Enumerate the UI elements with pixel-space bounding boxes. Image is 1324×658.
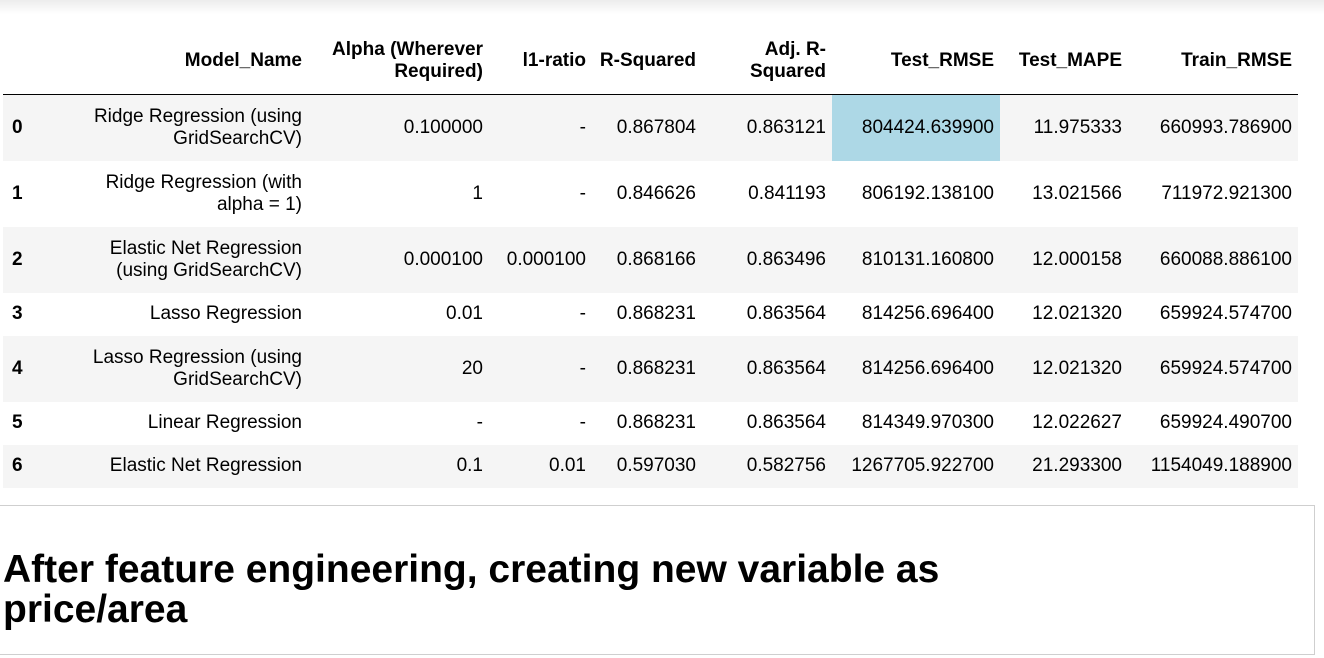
cell-l1-ratio: - bbox=[579, 116, 586, 138]
cell-train-rmse: 1154049.188900 bbox=[1150, 455, 1292, 476]
cell-test-rmse: 814349.970300 bbox=[861, 412, 994, 433]
cell-model-name: Elastic Net Regression (using GridSearch… bbox=[109, 237, 302, 281]
cell-test-mape: 21.293300 bbox=[1032, 455, 1122, 476]
header-test-rmse: Test_RMSE bbox=[832, 28, 1000, 95]
cell-r-squared: 0.846626 bbox=[616, 182, 696, 204]
cell-model-name: Linear Regression bbox=[147, 412, 302, 433]
header-test-mape: Test_MAPE bbox=[1000, 28, 1128, 95]
cell-alpha: - bbox=[476, 412, 483, 433]
cell-test-rmse: 814256.696400 bbox=[861, 357, 994, 379]
cell-train-rmse: 659924.574700 bbox=[1159, 303, 1292, 324]
cell-adj-r-squared: 0.582756 bbox=[746, 455, 826, 476]
cell-train-rmse: 659924.490700 bbox=[1159, 412, 1292, 433]
markdown-cell[interactable]: After feature engineering, creating new … bbox=[0, 505, 1315, 655]
table-row: 6 Elastic Net Regression 0.1 0.01 0.5970… bbox=[3, 444, 1298, 488]
row-index: 1 bbox=[12, 182, 23, 204]
cell-l1-ratio: - bbox=[579, 303, 586, 324]
table-row: 2 Elastic Net Regression (using GridSear… bbox=[3, 226, 1298, 293]
table-row: 0 Ridge Regression (using GridSearchCV) … bbox=[3, 94, 1298, 161]
cell-test-mape: 12.022627 bbox=[1032, 412, 1122, 433]
cell-alpha: 0.100000 bbox=[403, 116, 483, 138]
cell-adj-r-squared: 0.841193 bbox=[748, 182, 826, 204]
cell-r-squared: 0.597030 bbox=[616, 455, 696, 476]
results-dataframe: Model_Name Alpha (Wherever Required) l1-… bbox=[3, 28, 1298, 488]
table-row: 1 Ridge Regression (with alpha = 1) 1 - … bbox=[3, 160, 1298, 227]
header-alpha: Alpha (Wherever Required) bbox=[308, 28, 489, 95]
cell-adj-r-squared: 0.863564 bbox=[746, 303, 826, 324]
header-model-name: Model_Name bbox=[67, 28, 308, 95]
row-index: 5 bbox=[12, 412, 23, 433]
cell-model-name: Lasso Regression bbox=[149, 303, 302, 324]
header-row: Model_Name Alpha (Wherever Required) l1-… bbox=[3, 28, 1298, 95]
cell-r-squared: 0.868231 bbox=[616, 303, 696, 324]
table-row: 4 Lasso Regression (using GridSearchCV) … bbox=[3, 335, 1298, 402]
cell-r-squared: 0.867804 bbox=[616, 116, 696, 138]
header-adj-r-squared: Adj. R-Squared bbox=[702, 28, 832, 95]
table-row: 3 Lasso Regression 0.01 - 0.868231 0.863… bbox=[3, 292, 1298, 336]
row-index: 4 bbox=[12, 357, 23, 379]
cell-l1-ratio: - bbox=[579, 182, 586, 204]
cell-train-rmse: 660088.886100 bbox=[1159, 248, 1292, 270]
cell-test-rmse: 814256.696400 bbox=[861, 303, 994, 324]
row-index: 3 bbox=[12, 303, 23, 324]
cell-model-name: Ridge Regression (with alpha = 1) bbox=[105, 171, 302, 215]
cell-l1-ratio: - bbox=[579, 357, 586, 379]
header-l1-ratio: l1-ratio bbox=[489, 28, 592, 95]
cell-adj-r-squared: 0.863121 bbox=[746, 116, 826, 138]
cell-model-name: Ridge Regression (using GridSearchCV) bbox=[93, 105, 302, 149]
cell-test-mape: 12.000158 bbox=[1032, 248, 1122, 270]
header-index bbox=[3, 28, 67, 95]
cell-test-rmse: 806192.138100 bbox=[861, 182, 994, 204]
cell-train-rmse: 711972.921300 bbox=[1161, 182, 1292, 204]
cell-alpha: 20 bbox=[461, 357, 483, 379]
cell-test-mape: 13.021566 bbox=[1032, 182, 1122, 204]
cell-alpha: 0.000100 bbox=[403, 248, 483, 270]
cell-adj-r-squared: 0.863564 bbox=[746, 412, 826, 433]
cell-test-mape: 12.021320 bbox=[1032, 357, 1122, 379]
cell-alpha: 0.1 bbox=[456, 455, 483, 476]
cell-train-rmse: 660993.786900 bbox=[1159, 116, 1292, 138]
cell-output: Model_Name Alpha (Wherever Required) l1-… bbox=[3, 28, 1298, 488]
cell-r-squared: 0.868166 bbox=[616, 248, 696, 270]
row-index: 6 bbox=[12, 455, 23, 476]
cell-train-rmse: 659924.574700 bbox=[1159, 357, 1292, 379]
cell-r-squared: 0.868231 bbox=[616, 357, 696, 379]
cell-r-squared: 0.868231 bbox=[616, 412, 696, 433]
cell-adj-r-squared: 0.863564 bbox=[746, 357, 826, 379]
cell-top-shadow bbox=[0, 0, 1324, 14]
cell-test-rmse: 1267705.922700 bbox=[851, 455, 994, 476]
cell-alpha: 0.01 bbox=[446, 303, 483, 324]
cell-l1-ratio: - bbox=[579, 412, 586, 433]
cell-l1-ratio: 0.01 bbox=[549, 455, 586, 476]
cell-test-rmse: 810131.160800 bbox=[861, 248, 994, 270]
cell-adj-r-squared: 0.863496 bbox=[746, 248, 826, 270]
cell-model-name: Elastic Net Regression bbox=[109, 455, 302, 476]
cell-test-mape: 12.021320 bbox=[1032, 303, 1122, 324]
header-r-squared: R-Squared bbox=[592, 28, 702, 95]
cell-model-name: Lasso Regression (using GridSearchCV) bbox=[92, 346, 302, 390]
table-row: 5 Linear Regression - - 0.868231 0.86356… bbox=[3, 401, 1298, 445]
cell-l1-ratio: 0.000100 bbox=[506, 248, 586, 270]
row-index: 0 bbox=[12, 116, 23, 138]
cell-alpha: 1 bbox=[472, 182, 483, 204]
cell-test-mape: 11.975333 bbox=[1033, 116, 1122, 138]
cell-test-rmse-highlighted: 804424.639900 bbox=[832, 94, 1000, 161]
header-train-rmse: Train_RMSE bbox=[1128, 28, 1298, 95]
markdown-heading: After feature engineering, creating new … bbox=[3, 548, 940, 631]
row-index: 2 bbox=[12, 248, 23, 270]
